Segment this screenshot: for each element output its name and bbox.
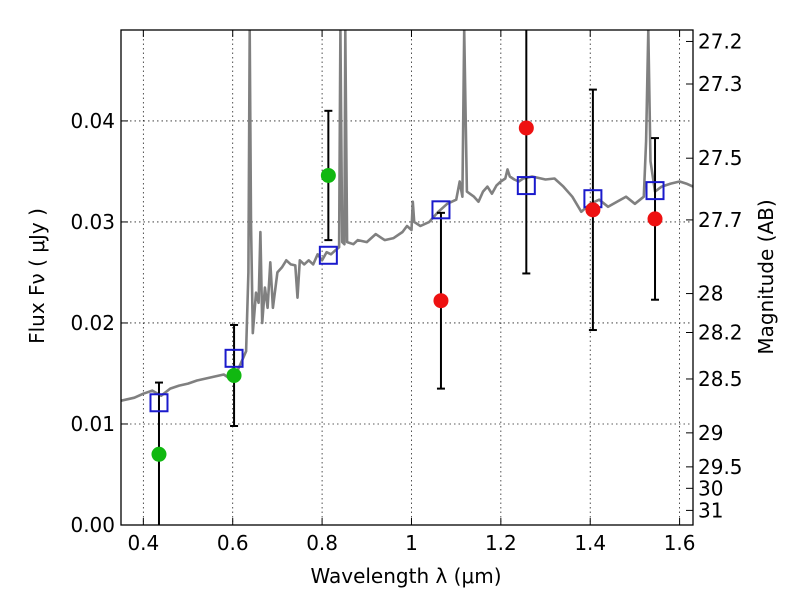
red-data-point (647, 211, 663, 227)
right-tick-label: 31 (698, 498, 723, 522)
x-tick-label: 1 (405, 531, 418, 555)
x-tick-label: 0.4 (127, 531, 159, 555)
red-data-point (433, 293, 449, 309)
green-data-point (226, 367, 242, 383)
y-tick-label: 0.00 (70, 513, 115, 537)
model-square-marker (516, 176, 536, 196)
model-square-marker (318, 245, 338, 265)
red-data-point (518, 120, 534, 136)
x-tick-label: 1.2 (485, 531, 517, 555)
points-layer (149, 120, 665, 462)
errorbar-layer (154, 30, 660, 525)
plot-frame (120, 29, 694, 526)
x-tick-label: 1.4 (574, 531, 606, 555)
x-tick-label: 1.6 (664, 531, 696, 555)
x-axis-label: Wavelength λ (μm) (310, 564, 501, 588)
red-data-point (585, 202, 601, 218)
right-tick-label: 28 (698, 282, 723, 306)
right-tick-label: 28.2 (698, 320, 743, 344)
right-tick-label: 30 (698, 476, 723, 500)
spectrum-layer (121, 30, 693, 402)
x-tick-label: 0.6 (217, 531, 249, 555)
y-tick-label: 0.02 (70, 311, 115, 335)
model-square-marker (224, 348, 244, 368)
y-tick-label: 0.01 (70, 412, 115, 436)
right-axis-label: Magnitude (AB) (754, 199, 778, 354)
right-tick-label: 27.5 (698, 146, 743, 170)
right-tick-label: 28.5 (698, 367, 743, 391)
model-square-marker (149, 393, 169, 413)
spectrum-line (121, 30, 693, 402)
y-axis-label: Flux Fν ( μJy ) (25, 208, 49, 344)
grid-lines (121, 30, 693, 526)
y-tick-label: 0.03 (70, 210, 115, 234)
right-tick-label: 29.5 (698, 455, 743, 479)
right-tick-label: 27.7 (698, 208, 743, 232)
x-tick-label: 0.8 (306, 531, 338, 555)
model-square-marker (645, 181, 665, 201)
right-tick-label: 27.2 (698, 29, 743, 53)
green-data-point (151, 446, 167, 462)
model-square-marker (431, 200, 451, 220)
green-data-point (320, 167, 336, 183)
axis-ticks: 0.4 0.6 0.8 1 1.2 1.4 1.6 0.00 0.01 0.02 0.03 0.04 2… (70, 29, 742, 555)
right-tick-label: 27.3 (698, 72, 743, 96)
y-tick-label: 0.04 (70, 109, 115, 133)
right-tick-label: 29 (698, 421, 723, 445)
